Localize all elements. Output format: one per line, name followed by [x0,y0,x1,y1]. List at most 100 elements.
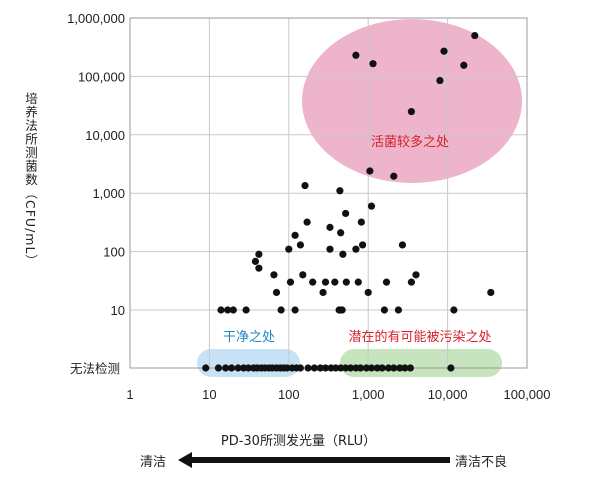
data-point [277,306,285,314]
data-point [217,306,225,314]
data-point [291,306,299,314]
region-potentially-contaminated [340,349,502,377]
data-point-undetected [384,364,393,372]
data-point [301,181,309,190]
region-label-potentially-contaminated: 潜在的有可能被污染之处 [348,329,491,345]
data-point [380,306,389,314]
data-point-undetected [316,364,324,372]
data-point-undetected [390,364,398,372]
data-point-undetected [362,364,371,372]
data-point-undetected [337,364,345,372]
data-point [487,288,495,297]
data-point [319,288,327,297]
data-point [369,60,377,68]
data-point [394,306,402,314]
data-point [407,107,415,116]
data-point [272,288,281,297]
region-high-bacteria [302,19,522,183]
data-point-undetected [406,364,414,372]
data-point [364,288,372,297]
y-axis-label: 培养法所测菌数（CFU/mL） [23,92,38,268]
region-label-clean: 干净之处 [223,330,275,345]
data-point [255,250,263,258]
data-point [270,271,278,279]
left-arrow-icon [178,452,450,468]
data-point-undetected [346,364,355,372]
data-point [337,229,345,237]
data-point [436,76,444,85]
data-point [412,271,420,279]
data-point-undetected [396,364,404,372]
data-point [352,245,360,253]
data-point [357,218,365,226]
x-axis-label: PD-30所测发光量（RLU） [220,434,377,449]
y-tick-label: 1,000,000 [67,11,125,26]
data-point-undetected [401,364,409,372]
y-tick-label: 10,000 [85,128,125,143]
y-tick-label: 10 [111,303,125,318]
data-point-undetected [202,364,210,372]
data-point [450,306,458,314]
data-point-undetected [244,364,253,372]
x-tick-label: 100 [278,387,300,402]
data-point [339,250,347,258]
data-point-undetected [283,364,291,372]
data-point [326,223,334,231]
data-point [331,278,339,286]
y-undetected-label: 无法检测 [70,361,120,376]
data-point [242,306,250,314]
data-point [299,271,307,279]
data-point [255,264,263,272]
data-point [342,209,350,218]
y-tick-label: 100 [103,245,125,260]
data-point [352,51,360,59]
data-point-undetected [373,364,381,372]
data-point [309,278,317,286]
data-point [326,245,334,253]
data-point [440,47,448,55]
x-tick-label: 10,000 [428,387,468,402]
data-point-undetected [214,364,223,372]
data-point-undetected [304,364,312,372]
data-point [354,278,362,286]
data-point [358,241,367,249]
data-point [291,231,299,239]
data-point [398,241,407,249]
data-point [286,278,295,286]
data-point [251,257,260,265]
data-point-undetected [332,364,340,372]
x-tick-label: 10 [202,387,216,402]
data-point [390,172,398,180]
x-tick-label: 1,000 [352,387,385,402]
data-point [367,202,376,210]
data-point [285,245,293,253]
data-point [337,306,345,314]
x-tick-label: 100,000 [504,387,551,402]
data-point-undetected [378,364,386,372]
region-clean [197,349,300,377]
data-point-undetected [227,364,236,372]
data-point [382,278,391,286]
y-tick-label: 1,000 [92,186,125,201]
data-point [336,187,344,195]
data-point [296,241,305,249]
region-label-high-bacteria: 活菌较多之处 [371,134,449,150]
data-point-undetected [222,364,230,372]
data-point [407,278,415,286]
data-point [321,278,330,286]
unclean-direction-label: 清洁不良 [455,455,508,470]
data-point [342,278,350,286]
data-point [471,31,479,40]
data-point [366,167,374,175]
data-point-undetected [321,364,330,372]
data-point-undetected [342,364,350,372]
clean-direction-label: 清洁 [140,455,167,470]
data-point [229,306,237,314]
data-point-undetected [447,364,455,372]
y-tick-label: 100,000 [78,69,125,84]
x-tick-label: 1 [126,387,133,402]
data-point-undetected [367,364,376,372]
data-point-undetected [234,364,242,372]
data-point [303,218,311,226]
